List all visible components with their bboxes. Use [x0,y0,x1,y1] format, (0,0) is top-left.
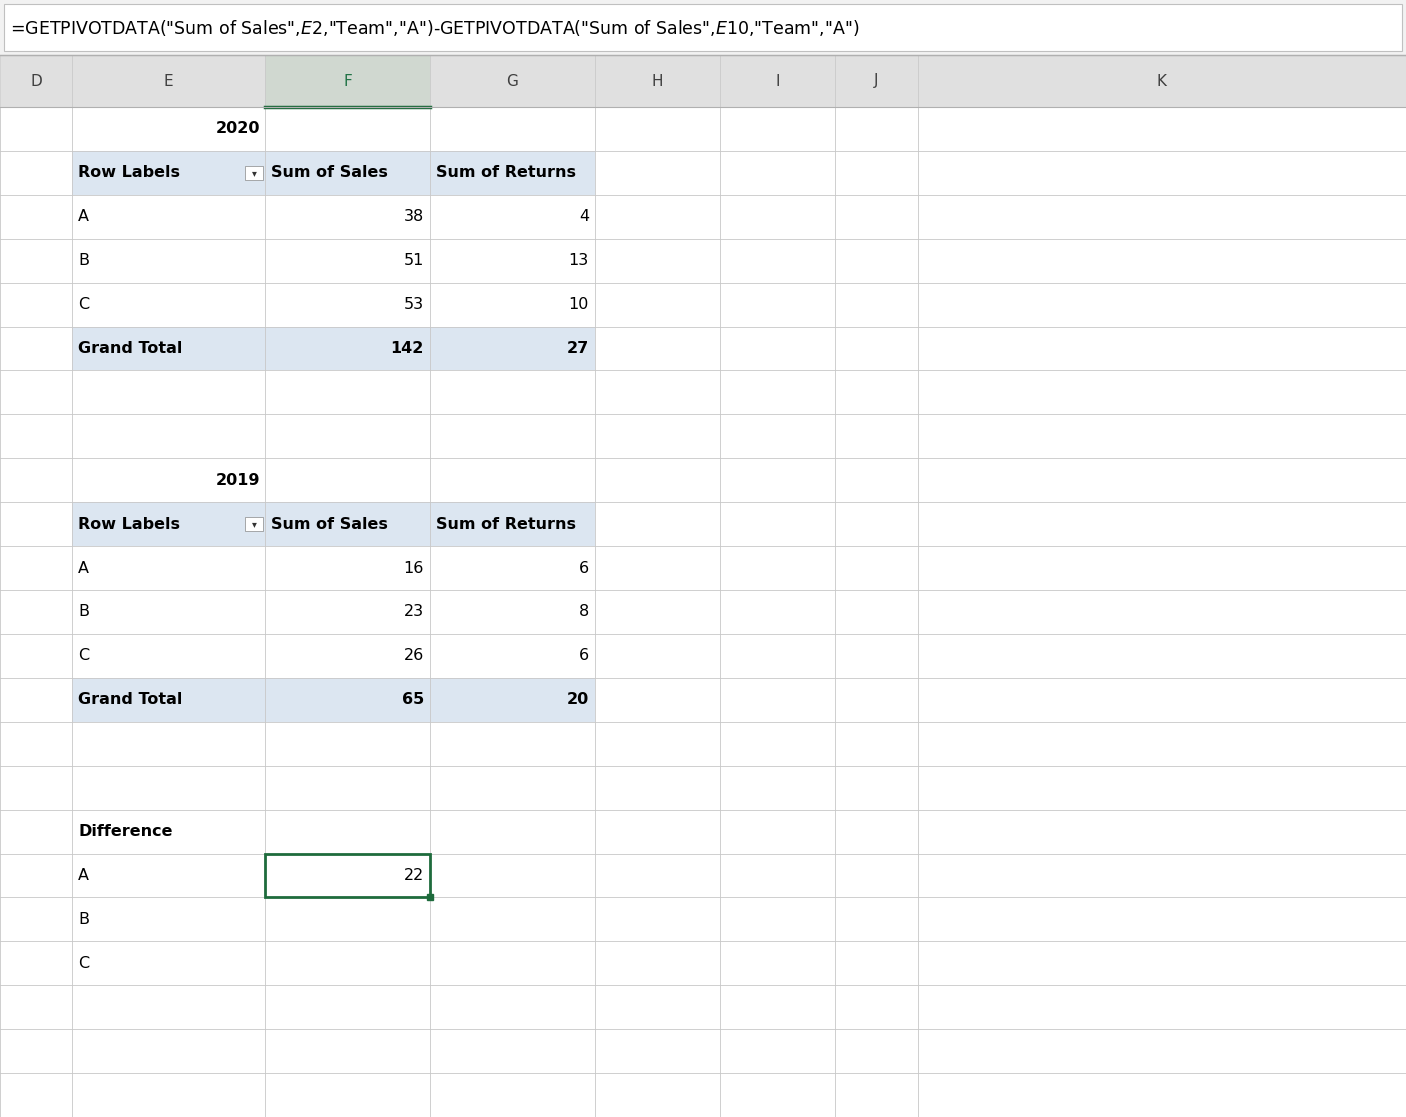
Text: 8: 8 [579,604,589,620]
Text: 22: 22 [404,868,425,882]
Text: 16: 16 [404,561,425,575]
Bar [245,517,263,532]
Bar [264,55,430,107]
Text: 13: 13 [569,254,589,268]
Text: Row Labels: Row Labels [77,165,180,180]
Bar [72,326,595,371]
Text: 38: 38 [404,209,425,225]
Bar [264,853,430,897]
Text: 26: 26 [404,648,425,663]
Bar [835,55,918,107]
Text: 142: 142 [391,341,425,356]
Text: E: E [163,74,173,88]
Bar [72,55,264,107]
Bar [918,55,1406,107]
Text: Grand Total: Grand Total [77,341,183,356]
Text: 20: 20 [567,693,589,707]
Text: 51: 51 [404,254,425,268]
Text: 4: 4 [579,209,589,225]
Text: Row Labels: Row Labels [77,517,180,532]
Text: 10: 10 [568,297,589,312]
Text: B: B [77,604,89,620]
Text: C: C [77,297,89,312]
Text: H: H [652,74,664,88]
Text: 6: 6 [579,648,589,663]
Bar [0,0,1406,55]
Text: C: C [77,648,89,663]
Text: 2020: 2020 [215,122,260,136]
Text: ▾: ▾ [252,519,256,529]
Bar [0,55,72,107]
Bar [72,151,595,194]
Text: Sum of Returns: Sum of Returns [436,165,576,180]
Text: G: G [506,74,519,88]
Text: B: B [77,911,89,927]
Text: A: A [77,209,89,225]
Text: 53: 53 [404,297,425,312]
Text: I: I [775,74,780,88]
Text: A: A [77,561,89,575]
Text: Sum of Sales: Sum of Sales [271,165,388,180]
Text: ▾: ▾ [252,168,256,178]
Text: D: D [30,74,42,88]
Text: 27: 27 [567,341,589,356]
Text: Sum of Sales: Sum of Sales [271,517,388,532]
Bar [72,503,595,546]
Text: B: B [77,254,89,268]
Text: 2019: 2019 [215,472,260,488]
Bar [595,55,720,107]
Text: K: K [1157,74,1167,88]
Text: J: J [875,74,879,88]
Text: 6: 6 [579,561,589,575]
Text: Grand Total: Grand Total [77,693,183,707]
Bar [430,55,595,107]
Text: C: C [77,956,89,971]
Bar [4,4,1402,51]
Bar [72,678,595,722]
Text: Sum of Returns: Sum of Returns [436,517,576,532]
Bar [245,165,263,180]
Text: =GETPIVOTDATA("Sum of Sales",$E$2,"Team","A")-GETPIVOTDATA("Sum of Sales",$E$10,: =GETPIVOTDATA("Sum of Sales",$E$2,"Team"… [10,18,859,38]
Text: 23: 23 [404,604,425,620]
Text: Difference: Difference [77,824,173,839]
Text: F: F [343,74,352,88]
Text: 65: 65 [402,693,425,707]
Text: A: A [77,868,89,882]
Bar [720,55,835,107]
